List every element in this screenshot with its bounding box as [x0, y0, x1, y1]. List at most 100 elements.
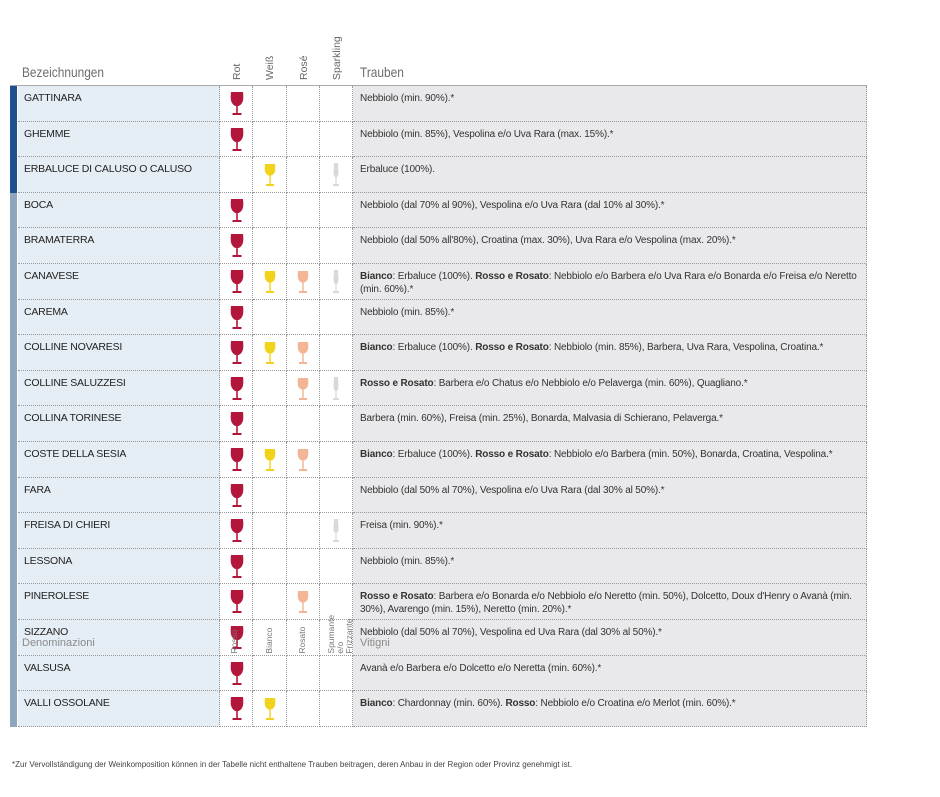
overlay-weiss: Bianco — [264, 627, 274, 654]
grapes-text: Nebbiolo (dal 50% al 70%), Vespolina ed … — [360, 627, 662, 638]
rot-cell — [220, 370, 254, 407]
glass-shape — [333, 163, 340, 187]
name-cell: COSTE DELLA SESIA — [18, 442, 220, 478]
weiss-cell — [253, 548, 287, 585]
weiss-glass — [264, 164, 276, 187]
sparkling-cell — [319, 584, 353, 620]
header-name: Bezeichnungen — [22, 64, 105, 80]
rose-cell — [286, 370, 320, 407]
rot-glass — [230, 412, 243, 436]
grapes-label: Rosso — [505, 698, 536, 710]
region-stripe — [10, 620, 17, 656]
grapes-cell: Nebbiolo (min. 85%).* — [353, 548, 867, 585]
grapes-text: Barbera (min. 60%), Freisa (min. 25%), B… — [360, 413, 723, 425]
name-cell: FARA — [18, 477, 220, 514]
glass-shape — [297, 449, 309, 471]
name-cell: GATTINARA — [18, 86, 220, 122]
rot-glass — [230, 305, 243, 329]
sparkling-cell — [319, 370, 353, 407]
grapes-label: Rosso e Rosato — [475, 271, 549, 282]
name-cell: VALLI OSSOLANE — [18, 691, 220, 727]
rose-cell — [286, 121, 320, 158]
overlay-name: Denominazioni — [22, 637, 95, 649]
grapes-label: Bianco — [360, 698, 393, 710]
glass-shape — [230, 198, 243, 222]
grapes-cell: Nebbiolo (dal 50% al 70%), Vespolina ed … — [353, 620, 867, 656]
rot-cell — [220, 192, 254, 229]
glass-shape — [297, 591, 309, 614]
rose-glass — [297, 271, 309, 293]
rose-cell — [286, 86, 320, 122]
region-stripe — [10, 370, 17, 407]
header-rose: Rosé — [298, 55, 310, 80]
weiss-cell — [253, 477, 287, 514]
grapes-cell: Rosso e Rosato: Barbera e/o Bonarda e/o … — [353, 584, 867, 620]
name-cell: VALSUSA — [18, 655, 220, 692]
rot-cell — [220, 655, 254, 692]
rot-glass — [230, 483, 243, 507]
header-grapes: Trauben — [360, 64, 404, 80]
sparkling-cell — [319, 513, 353, 549]
grapes-text: : Nebbiolo e/o Barbera e/o Uva Rara e/o … — [360, 271, 857, 295]
grapes-text: : Erbaluce (100%). — [392, 342, 476, 354]
glass-shape — [297, 377, 309, 400]
rose-cell — [286, 442, 320, 478]
rose-cell — [286, 548, 320, 585]
glass-shape — [230, 448, 243, 471]
grapes-label: Rosso e Rosato — [475, 449, 549, 460]
grapes-cell: Bianco: Erbaluce (100%). Rosso e Rosato:… — [353, 442, 867, 478]
grapes-label: Bianco — [360, 449, 393, 460]
name-cell: CANAVESE — [18, 264, 220, 300]
name-cell: GHEMME — [18, 121, 220, 158]
glass-shape — [264, 342, 276, 365]
region-stripe — [10, 691, 17, 727]
grapes-text: Nebbiolo (dal 50% al 70%), Vespolina e/o… — [360, 484, 665, 496]
rot-cell — [220, 548, 254, 585]
glass-shape — [333, 270, 340, 293]
rot-glass — [230, 590, 243, 614]
glass-shape — [264, 164, 276, 187]
grapes-cell: Nebbiolo (min. 85%).* — [353, 299, 867, 336]
weiss-cell — [253, 655, 287, 692]
glass-shape — [333, 519, 340, 543]
weiss-glass — [264, 342, 276, 365]
rot-glass — [230, 519, 243, 543]
weiss-cell — [253, 121, 287, 158]
grapes-text: Nebbiolo (min. 85%), Vespolina e/o Uva R… — [360, 128, 614, 140]
weiss-cell — [253, 228, 287, 264]
rose-cell — [286, 228, 320, 264]
glass-shape — [230, 554, 243, 578]
weiss-cell — [253, 299, 287, 336]
rose-glass — [297, 342, 309, 365]
name-cell: BRAMATERRA — [18, 228, 220, 264]
sparkling-cell — [319, 335, 353, 371]
rot-glass — [230, 234, 243, 258]
grapes-cell: Bianco: Chardonnay (min. 60%). Rosso: Ne… — [353, 691, 867, 727]
sparkling-cell — [319, 299, 353, 336]
glass-shape — [230, 92, 243, 115]
glass-shape — [230, 483, 243, 507]
name-cell: COLLINE SALUZZESI — [18, 370, 220, 407]
name-cell: CAREMA — [18, 299, 220, 336]
glass-shape — [230, 305, 243, 329]
weiss-glass — [264, 271, 276, 293]
glass-shape — [230, 661, 243, 685]
region-stripe — [10, 264, 17, 300]
glass-shape — [230, 270, 243, 293]
region-stripe — [10, 442, 17, 478]
region-stripe — [10, 228, 17, 264]
rot-glass — [230, 341, 243, 365]
sparkling-glass — [333, 270, 340, 293]
sparkling-glass — [333, 163, 340, 187]
weiss-cell — [253, 86, 287, 122]
grapes-cell: Rosso e Rosato: Barbera e/o Chatus e/o N… — [353, 370, 867, 407]
glass-shape — [230, 341, 243, 365]
sparkling-cell — [319, 406, 353, 442]
name-cell: SIZZANO — [18, 620, 220, 656]
sparkling-cell — [319, 86, 353, 122]
weiss-cell — [253, 442, 287, 478]
grapes-text: : Chardonnay (min. 60%). — [392, 698, 506, 710]
overlay-grapes: Vitigni — [360, 637, 390, 649]
rot-cell — [220, 228, 254, 264]
grapes-text: Avanà e/o Barbera e/o Dolcetto e/o Neret… — [360, 662, 602, 674]
